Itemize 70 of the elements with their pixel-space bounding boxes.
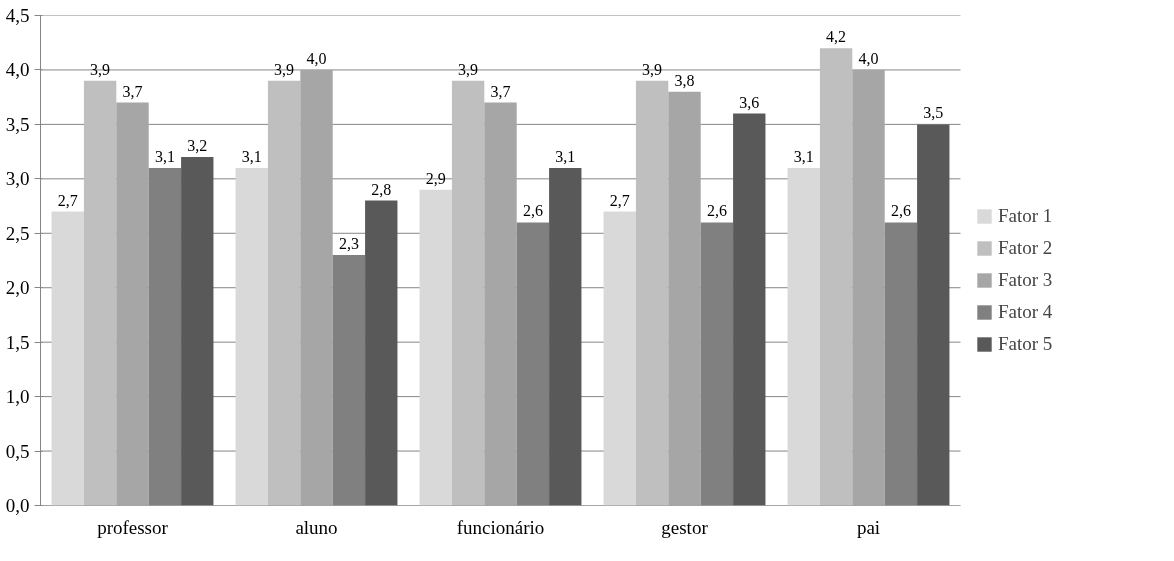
bar — [83, 80, 117, 506]
bar — [267, 80, 301, 506]
y-tick-label: 3,5 — [5, 113, 30, 135]
y-tick-label: 0,5 — [5, 440, 30, 462]
legend-label: Fator 4 — [998, 301, 1053, 323]
data-label: 3,9 — [458, 60, 479, 78]
data-label: 3,5 — [923, 104, 944, 122]
bar — [148, 167, 182, 506]
data-label: 2,3 — [338, 235, 359, 253]
bar — [733, 113, 766, 506]
data-label: 3,6 — [739, 93, 760, 111]
y-tick-label: 1,5 — [5, 331, 30, 353]
y-tick-label: 3,0 — [5, 168, 30, 190]
data-label: 2,6 — [890, 202, 911, 220]
data-label: 2,7 — [609, 191, 630, 209]
y-tick-label: 0,0 — [5, 495, 30, 516]
data-label: 3,9 — [642, 60, 663, 78]
data-label: 4,0 — [306, 49, 327, 67]
legend-label: Fator 5 — [998, 333, 1053, 355]
data-label: 3,1 — [793, 147, 814, 165]
bar — [549, 167, 582, 506]
x-tick-label: professor — [97, 516, 169, 538]
bar — [603, 211, 636, 506]
bar — [181, 157, 214, 506]
data-label: 2,7 — [57, 191, 78, 209]
x-tick-label: funcionário — [456, 516, 545, 538]
data-label: 3,1 — [154, 147, 175, 165]
y-tick-label: 1,0 — [5, 386, 30, 408]
bar — [332, 255, 366, 506]
data-label: 3,8 — [674, 71, 695, 89]
data-label: 3,1 — [241, 147, 262, 165]
bar — [787, 167, 820, 506]
bar — [300, 69, 333, 506]
bar — [365, 200, 398, 506]
bar — [819, 48, 853, 506]
legend-label: Fator 1 — [998, 205, 1053, 227]
x-tick-label: pai — [856, 516, 881, 538]
data-label: 3,7 — [490, 82, 511, 100]
bar — [852, 69, 885, 506]
legend-label: Fator 3 — [998, 269, 1053, 291]
bar — [884, 222, 918, 506]
data-label: 3,1 — [555, 147, 576, 165]
bar — [516, 222, 550, 506]
y-tick-label: 2,5 — [5, 222, 30, 244]
x-tick-label: gestor — [661, 516, 709, 538]
bar — [51, 211, 84, 506]
bar — [668, 91, 701, 506]
y-tick-label: 2,0 — [5, 277, 30, 299]
bar — [116, 102, 149, 506]
bar — [917, 124, 950, 506]
data-label: 3,7 — [122, 82, 143, 100]
legend-label: Fator 2 — [998, 237, 1053, 259]
y-tick-label: 4,5 — [5, 5, 30, 26]
data-label: 3,2 — [187, 137, 208, 155]
data-label: 2,9 — [425, 169, 446, 187]
bar — [635, 80, 669, 506]
bar — [451, 80, 485, 506]
data-label: 2,6 — [706, 202, 727, 220]
data-label: 2,8 — [371, 180, 392, 198]
y-tick-label: 4,0 — [5, 59, 30, 81]
data-label: 3,9 — [274, 60, 295, 78]
data-label: 4,0 — [858, 49, 879, 67]
bar — [419, 189, 452, 506]
bar — [235, 167, 268, 506]
x-tick-label: aluno — [295, 516, 338, 538]
bar — [484, 102, 517, 506]
data-label: 4,2 — [826, 28, 847, 46]
bar — [700, 222, 734, 506]
data-label: 2,6 — [522, 202, 543, 220]
data-label: 3,9 — [90, 60, 111, 78]
